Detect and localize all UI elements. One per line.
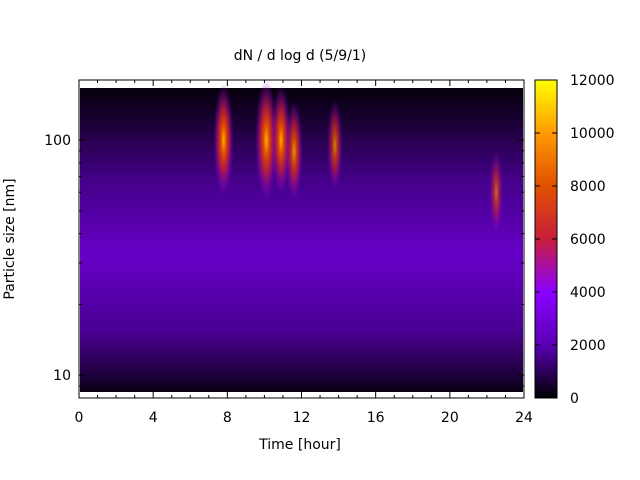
- colorbar-tick-label: 2000: [570, 338, 606, 354]
- x-tick-label: 4: [149, 410, 158, 426]
- heatmap-hotspot-5: [489, 149, 504, 235]
- heatmap-hotspot-4: [327, 99, 343, 192]
- chart-title: dN / d log d (5/9/1): [234, 48, 367, 64]
- x-tick-label: 16: [367, 410, 385, 426]
- y-axis-label: Particle size [nm]: [2, 178, 18, 299]
- heatmap-hotspot-0: [213, 83, 234, 197]
- colorbar-tick-label: 8000: [570, 179, 606, 195]
- colorbar-gradient: [535, 80, 557, 398]
- colorbar-tick-label: 12000: [570, 73, 615, 89]
- colorbar: [535, 80, 557, 398]
- colorbar-tick-label: 6000: [570, 232, 606, 248]
- heatmap-area: [80, 79, 523, 392]
- x-axis: 0 4 8 12 16 20 24: [75, 80, 533, 426]
- heatmap-hotspot-3: [285, 100, 303, 202]
- x-tick-label: 20: [441, 410, 459, 426]
- x-tick-label: 24: [515, 410, 533, 426]
- x-tick-label: 0: [75, 410, 84, 426]
- colorbar-tick-label: 10000: [570, 126, 615, 142]
- x-tick-label: 12: [293, 410, 311, 426]
- colorbar-axis: 0 2000 4000 6000 8000 10000 12000: [535, 73, 615, 407]
- x-tick-label: 8: [223, 410, 232, 426]
- heatmap-hotspot-1: [255, 79, 278, 201]
- colorbar-tick-label: 4000: [570, 285, 606, 301]
- x-axis-label: Time [hour]: [258, 437, 341, 453]
- colorbar-tick-label: 0: [570, 391, 579, 407]
- y-tick-label: 100: [44, 133, 71, 149]
- y-axis: 10 100: [44, 133, 524, 399]
- y-tick-label: 10: [53, 368, 71, 384]
